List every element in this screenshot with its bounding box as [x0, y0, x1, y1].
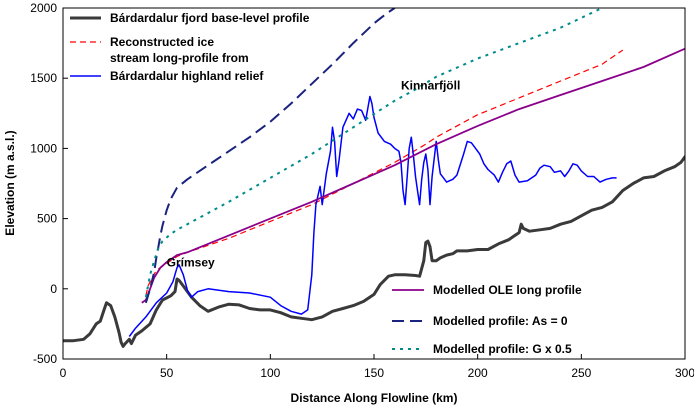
series-line-2 — [128, 95, 617, 337]
legend-top: Bárdardalur fjord base-level profile Reco… — [70, 11, 310, 83]
x-tick-label: 300 — [675, 366, 694, 380]
series-line-3 — [141, 47, 685, 304]
legend-label-1-line-1: stream long-profile from — [110, 51, 249, 65]
x-axis-label: Distance Along Flowline (km) — [291, 391, 458, 405]
y-tick-label: 1500 — [30, 71, 57, 85]
y-tick-label: 500 — [37, 212, 57, 226]
plot-area — [62, 7, 686, 360]
annotation-label-1: Grímsey — [167, 255, 215, 269]
legend-label-1-line-0: Reconstructed ice — [110, 35, 214, 49]
y-tick-label: 1000 — [30, 141, 57, 155]
series-line-0 — [63, 155, 685, 348]
y-axis-label: Elevation (m a.s.l.) — [3, 130, 17, 235]
legend-label-3: Modelled OLE long profile — [433, 283, 582, 297]
annotations: Kinnarfjöll Grímsey — [167, 78, 461, 269]
x-axis: 0 50 100 150 200 250 300 — [60, 354, 694, 380]
annotation-label-0: Kinnarfjöll — [401, 78, 460, 92]
series-line-1 — [145, 49, 624, 296]
legend-label-0: Bárdardalur fjord base-level profile — [110, 11, 310, 25]
legend-label-4: Modelled profile: As = 0 — [433, 314, 568, 328]
x-tick-label: 100 — [260, 366, 280, 380]
legend-bottom: Modelled OLE long profile Modelled profil… — [392, 283, 582, 356]
x-tick-label: 0 — [60, 366, 67, 380]
x-tick-label: 250 — [571, 366, 591, 380]
y-axis: -500 0 500 1000 1500 2000 — [30, 1, 68, 366]
y-tick-label: -500 — [33, 352, 57, 366]
x-tick-label: 50 — [160, 366, 174, 380]
x-tick-label: 150 — [364, 366, 384, 380]
legend-label-2: Bárdardalur highland relief — [110, 69, 264, 83]
y-tick-label: 2000 — [30, 1, 57, 15]
y-tick-label: 0 — [50, 282, 57, 296]
x-tick-label: 200 — [468, 366, 488, 380]
series-line-5 — [144, 8, 603, 298]
series-layer — [63, 8, 685, 348]
series-line-4 — [144, 8, 396, 304]
legend-label-5: Modelled profile: G x 0.5 — [433, 342, 572, 356]
